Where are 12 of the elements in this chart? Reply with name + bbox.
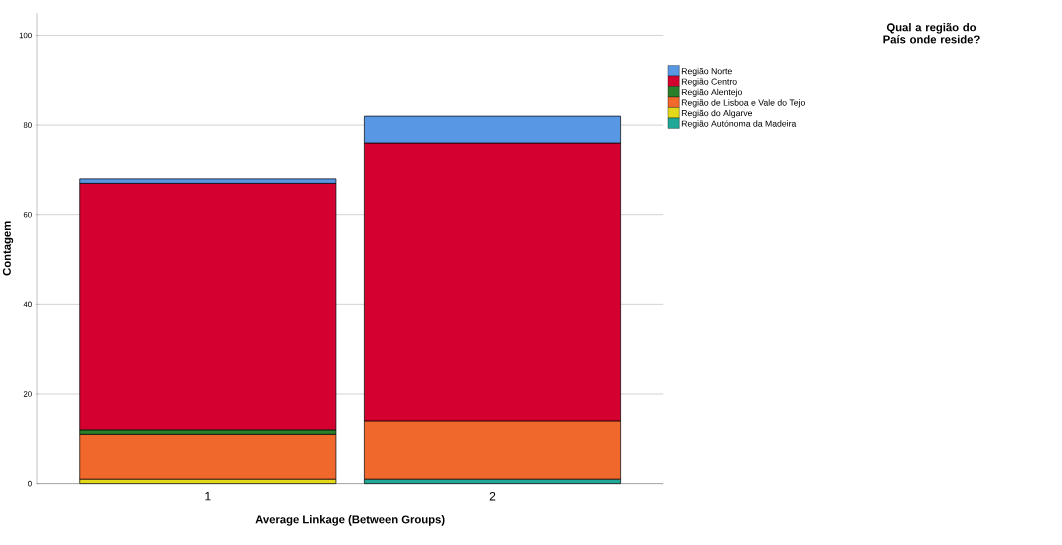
- x-tick-label: 1: [205, 491, 211, 501]
- legend-label: Região do Algarve: [681, 109, 753, 118]
- x-tick-label: 2: [489, 491, 496, 501]
- legend-label: Região Centro: [681, 78, 737, 87]
- legend-title: Qual a região do País onde reside?: [883, 22, 980, 44]
- legend-label: Região Norte: [681, 67, 732, 76]
- legend-label: Região Autónoma da Madeira: [681, 120, 797, 129]
- x-axis-title: Average Linkage (Between Groups): [255, 514, 445, 526]
- y-axis-title: Contagem: [2, 221, 14, 276]
- legend-label: Região de Lisboa e Vale do Tejo: [681, 99, 805, 108]
- bar: [79, 433, 337, 480]
- legend-label: Região Alentejo: [681, 88, 742, 97]
